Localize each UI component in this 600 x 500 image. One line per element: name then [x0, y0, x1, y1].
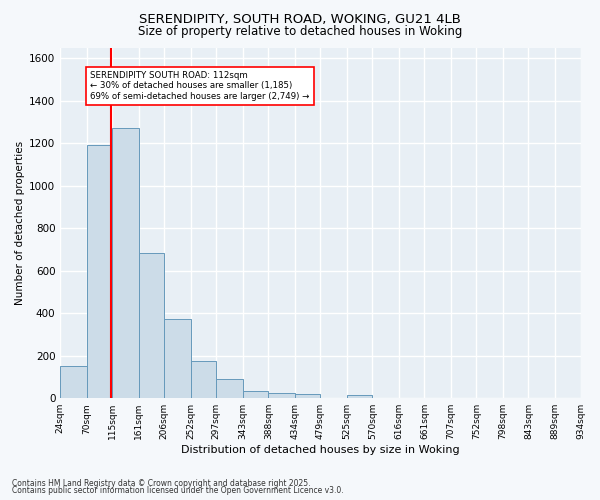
Bar — [86, 146, 112, 398]
Text: SERENDIPITY, SOUTH ROAD, WOKING, GU21 4LB: SERENDIPITY, SOUTH ROAD, WOKING, GU21 4L… — [139, 12, 461, 26]
Bar — [60, 366, 86, 398]
Text: SERENDIPITY SOUTH ROAD: 112sqm
← 30% of detached houses are smaller (1,185)
69% : SERENDIPITY SOUTH ROAD: 112sqm ← 30% of … — [90, 71, 310, 101]
Bar — [139, 252, 164, 398]
Bar — [347, 395, 373, 398]
Bar — [268, 393, 295, 398]
Text: Contains public sector information licensed under the Open Government Licence v3: Contains public sector information licen… — [12, 486, 344, 495]
Bar — [191, 361, 217, 398]
Bar — [112, 128, 139, 398]
Bar — [164, 318, 191, 398]
Y-axis label: Number of detached properties: Number of detached properties — [15, 141, 25, 305]
X-axis label: Distribution of detached houses by size in Woking: Distribution of detached houses by size … — [181, 445, 460, 455]
Bar — [242, 391, 268, 398]
Text: Contains HM Land Registry data © Crown copyright and database right 2025.: Contains HM Land Registry data © Crown c… — [12, 478, 311, 488]
Bar — [295, 394, 320, 398]
Bar — [217, 379, 242, 398]
Text: Size of property relative to detached houses in Woking: Size of property relative to detached ho… — [138, 25, 462, 38]
